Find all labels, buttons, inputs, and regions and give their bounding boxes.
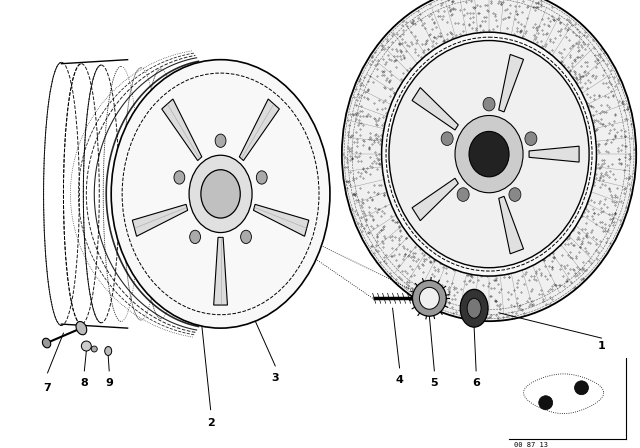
Ellipse shape	[189, 230, 200, 244]
Ellipse shape	[201, 170, 240, 218]
Ellipse shape	[111, 60, 330, 328]
Ellipse shape	[241, 230, 252, 244]
Ellipse shape	[460, 289, 488, 327]
Ellipse shape	[174, 171, 185, 184]
Ellipse shape	[389, 40, 589, 268]
Polygon shape	[529, 146, 579, 162]
Ellipse shape	[105, 346, 112, 355]
Polygon shape	[162, 99, 202, 160]
Ellipse shape	[467, 298, 481, 318]
Polygon shape	[412, 88, 458, 130]
Ellipse shape	[412, 290, 422, 306]
Ellipse shape	[92, 346, 97, 352]
Ellipse shape	[441, 132, 453, 146]
Ellipse shape	[469, 131, 509, 177]
Ellipse shape	[215, 134, 226, 147]
Polygon shape	[253, 204, 309, 236]
Ellipse shape	[419, 287, 439, 309]
Text: 7: 7	[44, 383, 51, 393]
Text: 6: 6	[472, 378, 480, 388]
Polygon shape	[499, 55, 524, 112]
Ellipse shape	[257, 171, 267, 184]
Text: 9: 9	[105, 378, 113, 388]
Ellipse shape	[81, 341, 92, 351]
Polygon shape	[214, 237, 227, 305]
Ellipse shape	[457, 188, 469, 201]
Polygon shape	[499, 196, 524, 254]
Polygon shape	[239, 99, 280, 160]
Text: 5: 5	[431, 378, 438, 388]
Ellipse shape	[412, 280, 446, 316]
Ellipse shape	[455, 116, 523, 193]
Text: 8: 8	[81, 378, 88, 388]
Ellipse shape	[342, 0, 636, 321]
Ellipse shape	[76, 322, 87, 335]
Ellipse shape	[525, 132, 537, 146]
Ellipse shape	[42, 338, 51, 348]
Text: 4: 4	[396, 375, 403, 385]
Ellipse shape	[483, 97, 495, 111]
Circle shape	[539, 396, 553, 409]
Ellipse shape	[189, 155, 252, 233]
Text: 1: 1	[598, 341, 605, 351]
Polygon shape	[412, 178, 458, 221]
Circle shape	[575, 381, 588, 395]
Text: 3: 3	[271, 373, 279, 383]
Text: 2: 2	[207, 418, 214, 427]
Ellipse shape	[509, 188, 521, 201]
Text: 00 87 13: 00 87 13	[514, 443, 548, 448]
Polygon shape	[132, 204, 188, 236]
Ellipse shape	[381, 32, 596, 276]
